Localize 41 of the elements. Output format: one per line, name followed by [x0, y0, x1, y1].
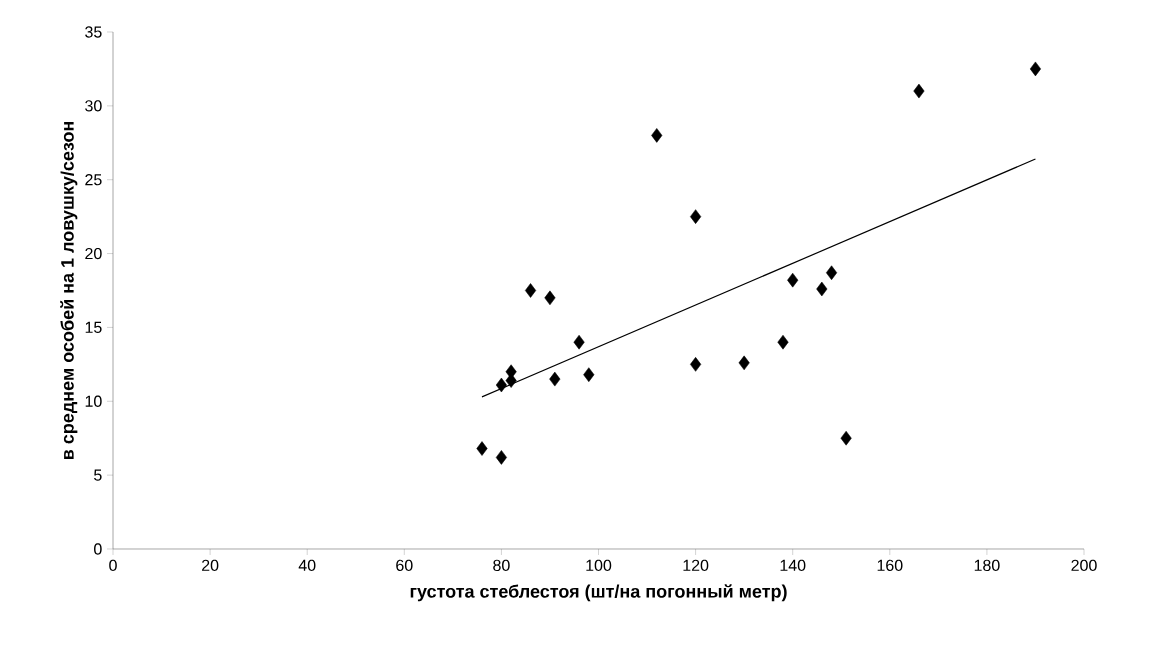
point	[549, 371, 561, 387]
point	[495, 450, 507, 465]
x-tick-label: 200	[1071, 559, 1097, 572]
point	[476, 441, 488, 456]
y-tick-label: 25	[85, 174, 102, 186]
point	[505, 364, 517, 379]
point	[690, 209, 702, 224]
y-tick-label: 0	[94, 543, 102, 555]
x-tick-label: 60	[396, 559, 413, 572]
point	[816, 281, 828, 297]
point	[787, 272, 799, 288]
x-axis-title: густота стеблестоя (шт/на погонный метр)	[410, 584, 787, 602]
x-tick-label: 160	[877, 559, 903, 572]
point	[651, 128, 663, 143]
y-tick-label: 35	[85, 26, 102, 38]
point	[525, 283, 537, 298]
point	[495, 377, 507, 393]
point	[826, 265, 838, 281]
point	[1029, 61, 1041, 77]
x-tick-label: 140	[780, 559, 806, 572]
y-tick-label: 10	[85, 395, 102, 407]
y-axis-title: в среднем особей на 1 ловушку/сезон	[60, 121, 78, 460]
point	[913, 83, 925, 99]
point	[690, 357, 702, 372]
x-tick-label: 180	[974, 559, 1000, 572]
point	[738, 355, 750, 371]
y-tick-label: 5	[94, 469, 102, 481]
y-tick-label: 20	[85, 247, 102, 260]
y-tick-label: 15	[85, 321, 102, 333]
y-tick-label: 30	[85, 100, 102, 112]
x-tick-label: 20	[202, 559, 219, 572]
point	[544, 290, 556, 306]
x-tick-label: 80	[493, 559, 510, 572]
x-tick-label: 120	[683, 559, 709, 572]
point	[583, 367, 595, 382]
x-tick-label: 0	[109, 559, 117, 572]
x-tick-label: 100	[586, 559, 612, 572]
x-tick-label: 40	[298, 559, 316, 572]
point	[573, 334, 585, 350]
point	[777, 334, 789, 350]
point	[840, 430, 852, 446]
